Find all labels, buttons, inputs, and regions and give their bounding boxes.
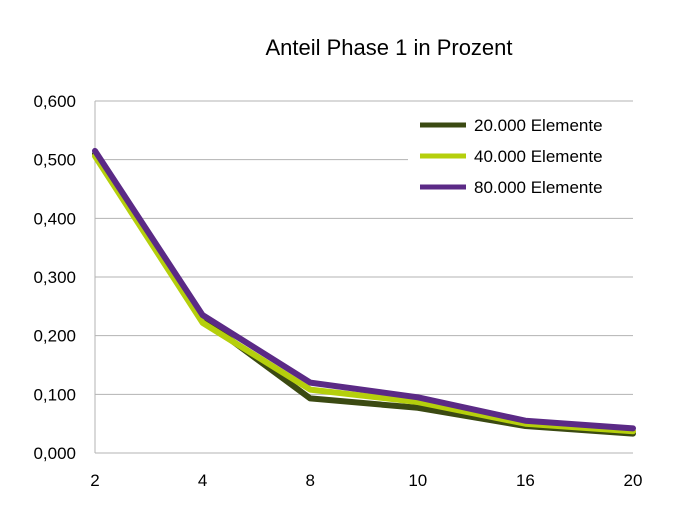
x-tick-label: 2 [90, 471, 99, 490]
x-tick-label: 20 [624, 471, 643, 490]
y-tick-label: 0,500 [33, 151, 76, 170]
y-tick-label: 0,200 [33, 327, 76, 346]
series-line [92, 147, 636, 432]
legend-label: 40.000 Elemente [474, 147, 603, 166]
series-lines [92, 147, 636, 437]
legend-label: 80.000 Elemente [474, 178, 603, 197]
grid-lines [95, 100, 633, 395]
axes: 0,000 0,100 0,200 0,300 0,400 0,500 0,600 2 4 8 10… [33, 92, 642, 490]
y-tick-label: 0,600 [33, 92, 76, 111]
legend-label: 20.000 Elemente [474, 116, 603, 135]
x-tick-label: 10 [408, 471, 427, 490]
y-tick-label: 0,300 [33, 268, 76, 287]
x-tick-label: 8 [305, 471, 314, 490]
chart-title: Anteil Phase 1 in Prozent [265, 35, 512, 60]
y-tick-label: 0,400 [33, 209, 76, 228]
y-tick-label: 0,100 [33, 385, 76, 404]
legend: 20.000 Elemente 40.000 Elemente 80.000 Ele… [408, 107, 634, 203]
x-tick-label: 4 [198, 471, 207, 490]
x-tick-label: 16 [516, 471, 535, 490]
y-tick-label: 0,000 [33, 444, 76, 463]
